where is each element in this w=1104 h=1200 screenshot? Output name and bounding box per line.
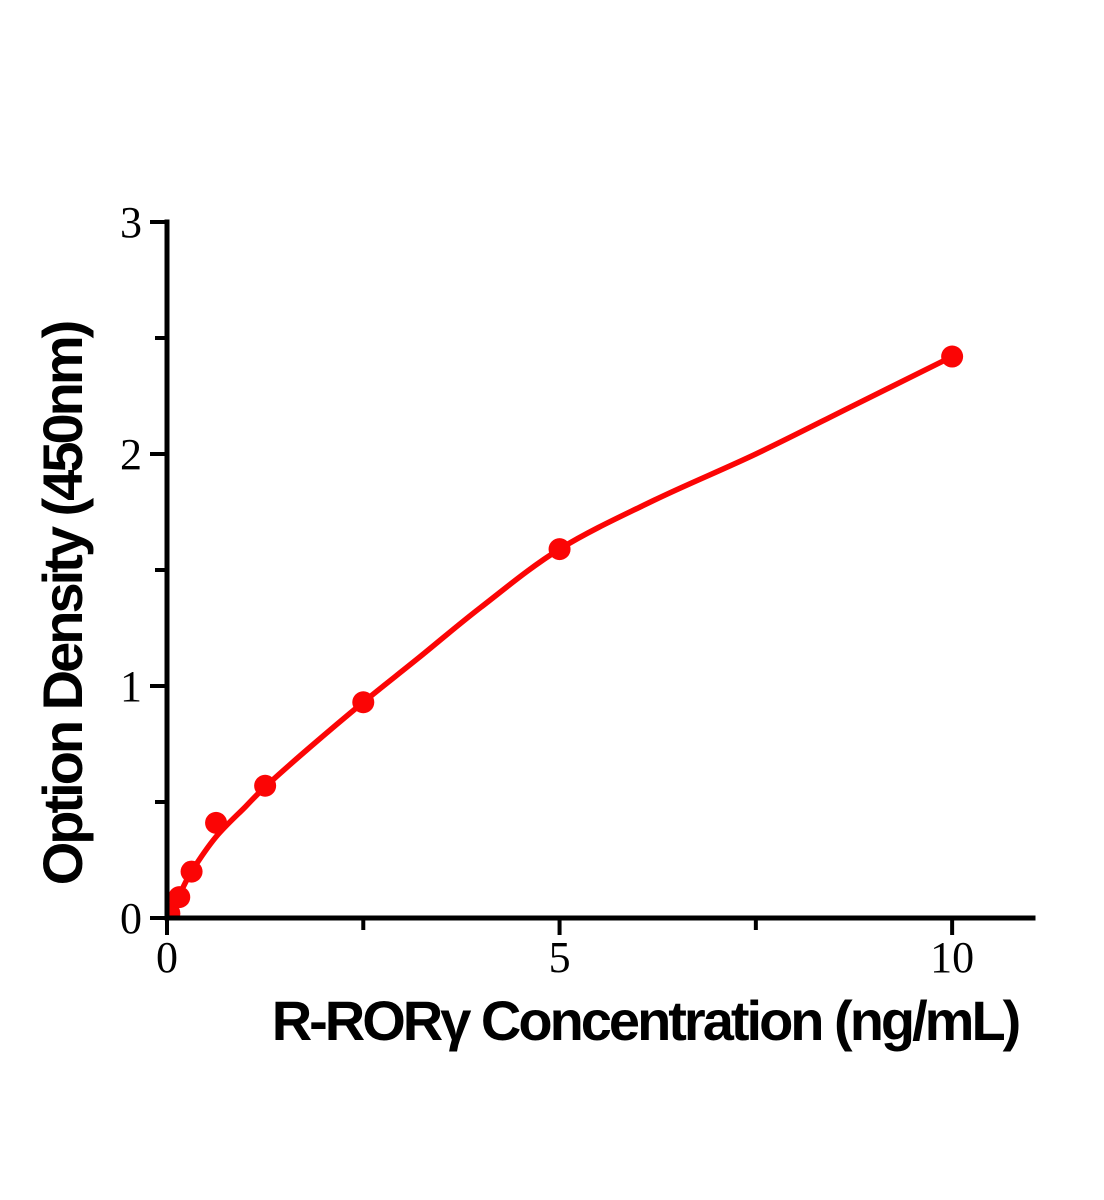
y-tick-label: 1 xyxy=(120,662,142,711)
y-tick-label: 3 xyxy=(120,198,142,247)
plot-area xyxy=(167,345,964,918)
data-point xyxy=(168,886,191,909)
x-tick-label: 5 xyxy=(549,933,571,982)
fit-curve-line xyxy=(167,353,955,918)
x-tick-label: 10 xyxy=(930,933,974,982)
data-point xyxy=(941,345,964,368)
axis-tick-labels: 0 5 10 0 1 2 3 xyxy=(120,198,974,982)
data-point xyxy=(180,860,203,883)
y-tick-label: 0 xyxy=(120,894,142,943)
data-point xyxy=(548,538,571,561)
data-point-group xyxy=(167,345,964,918)
axis-ticks xyxy=(150,220,955,935)
y-axis-title: Option Density (450nm) xyxy=(31,322,94,885)
x-axis-title: R-RORγ Concentration (ng/mL) xyxy=(272,989,1019,1052)
data-point xyxy=(254,774,277,797)
y-tick-label: 2 xyxy=(120,430,142,479)
x-tick-label: 0 xyxy=(156,933,178,982)
data-point xyxy=(205,811,228,834)
axis-frame xyxy=(164,219,1036,921)
data-point xyxy=(352,691,375,714)
